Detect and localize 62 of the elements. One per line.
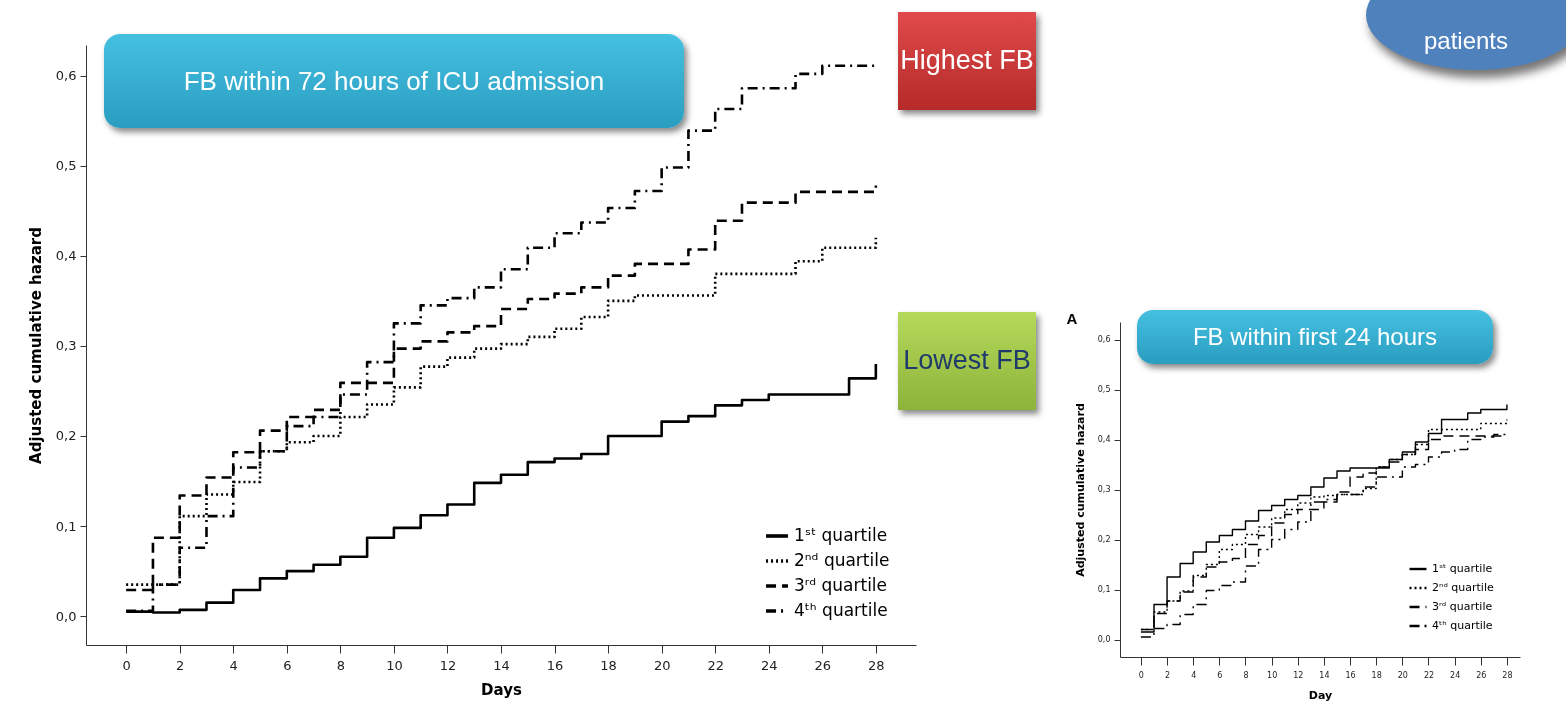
x-tick-label: 0 <box>122 657 131 673</box>
x-tick-label: 26 <box>1476 670 1487 680</box>
callout-box: Highest FB <box>898 12 1036 110</box>
x-tick-label: 20 <box>1397 670 1408 680</box>
x-tick-label: 18 <box>600 657 617 673</box>
legend-label: 2ⁿᵈ quartile <box>794 550 890 570</box>
x-tick-label: 20 <box>653 657 671 673</box>
x-tick-label: 24 <box>1450 670 1461 680</box>
x-tick-label: 4 <box>1191 670 1197 680</box>
y-tick-label: 0,4 <box>1097 435 1111 444</box>
legend-label: 1ˢᵗ quartile <box>1432 562 1493 575</box>
x-tick-label: 0 <box>1138 670 1144 680</box>
legend-label: 3ʳᵈ quartile <box>794 575 888 595</box>
callout-box: FB within 72 hours of ICU admission <box>104 34 684 128</box>
legend-label: 3ʳᵈ quartile <box>1432 600 1493 613</box>
x-tick-label: 8 <box>336 657 345 673</box>
y-tick-label: 0,2 <box>1097 535 1111 544</box>
y-tick-label: 0,3 <box>55 338 77 354</box>
x-tick-label: 22 <box>1423 670 1435 680</box>
y-tick-label: 0,0 <box>1097 635 1111 644</box>
y-tick-label: 0,0 <box>55 608 77 624</box>
y-tick-label: 0,1 <box>55 518 77 534</box>
x-tick-label: 16 <box>1345 670 1356 680</box>
y-tick-label: 0,2 <box>55 428 77 444</box>
y-tick-label: 0,4 <box>55 248 77 264</box>
x-tick-label: 26 <box>814 657 832 673</box>
y-tick-label: 0,6 <box>55 68 77 84</box>
x-tick-label: 10 <box>386 657 403 673</box>
x-tick-label: 22 <box>707 657 724 673</box>
x-tick-label: 18 <box>1371 670 1382 680</box>
legend-label: 4ᵗʰ quartile <box>794 600 888 620</box>
x-tick-label: 10 <box>1267 670 1278 680</box>
y-tick-label: 0,5 <box>1097 385 1111 394</box>
y-tick-label: 0,5 <box>55 158 77 174</box>
callout-box: Lowest FB <box>898 312 1036 410</box>
x-tick-label: 8 <box>1243 670 1249 680</box>
x-tick-label: 28 <box>868 657 885 673</box>
x-tick-label: 14 <box>493 657 510 673</box>
x-tick-label: 12 <box>1293 670 1304 680</box>
x-tick-label: 2 <box>1165 670 1171 680</box>
legend-label: 2ⁿᵈ quartile <box>1432 581 1494 594</box>
x-tick-label: 12 <box>439 657 457 673</box>
y-axis-title: Adjusted cumulative hazard <box>26 227 45 464</box>
y-tick-label: 0,3 <box>1097 485 1111 494</box>
panel-letter: A <box>1065 308 1079 329</box>
x-axis-title: Day <box>1308 688 1333 702</box>
x-tick-label: 14 <box>1319 670 1330 680</box>
x-tick-label: 28 <box>1502 670 1513 680</box>
legend-label: 1ˢᵗ quartile <box>794 525 888 545</box>
y-tick-label: 0,1 <box>1097 585 1111 594</box>
x-axis-title: Days <box>481 680 522 699</box>
x-tick-label: 16 <box>546 657 564 673</box>
callout-box: FB within first 24 hours <box>1137 310 1493 364</box>
x-tick-label: 2 <box>176 657 185 673</box>
x-tick-label: 4 <box>229 657 238 673</box>
legend-label: 4ᵗʰ quartile <box>1432 619 1493 632</box>
callout-box: patients <box>1366 0 1566 70</box>
y-tick-label: 0,6 <box>1097 335 1111 344</box>
x-tick-label: 6 <box>1217 670 1223 680</box>
x-tick-label: 6 <box>283 657 292 673</box>
y-axis-title: Adjusted cumulative hazard <box>1073 403 1087 577</box>
x-tick-label: 24 <box>760 657 778 673</box>
